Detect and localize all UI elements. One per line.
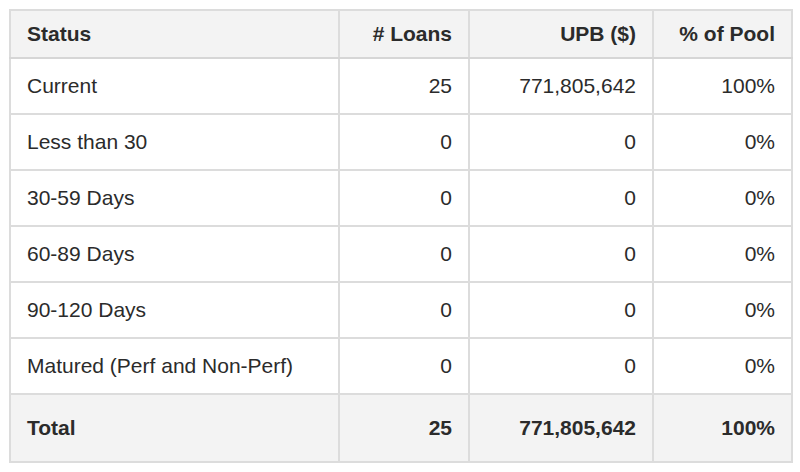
cell-pct-of-pool: 0% <box>653 338 792 394</box>
table-footer: Total 25 771,805,642 100% <box>10 394 792 462</box>
cell-upb: 0 <box>469 170 653 226</box>
column-header-pct-of-pool: % of Pool <box>653 10 792 58</box>
cell-status: 60-89 Days <box>10 226 339 282</box>
cell-upb: 771,805,642 <box>469 58 653 114</box>
header-row: Status # Loans UPB ($) % of Pool <box>10 10 792 58</box>
cell-pct-of-pool: 0% <box>653 114 792 170</box>
cell-total-upb: 771,805,642 <box>469 394 653 462</box>
cell-upb: 0 <box>469 114 653 170</box>
cell-upb: 0 <box>469 282 653 338</box>
table-row-30-59-days: 30-59 Days 0 0 0% <box>10 170 792 226</box>
cell-total-pct-of-pool: 100% <box>653 394 792 462</box>
cell-num-loans: 0 <box>339 170 469 226</box>
cell-status: Less than 30 <box>10 114 339 170</box>
cell-pct-of-pool: 0% <box>653 282 792 338</box>
cell-total-num-loans: 25 <box>339 394 469 462</box>
column-header-num-loans: # Loans <box>339 10 469 58</box>
cell-status: Current <box>10 58 339 114</box>
table-row-90-120-days: 90-120 Days 0 0 0% <box>10 282 792 338</box>
page: Status # Loans UPB ($) % of Pool Current… <box>0 0 800 463</box>
cell-num-loans: 0 <box>339 114 469 170</box>
table-row-total: Total 25 771,805,642 100% <box>10 394 792 462</box>
table-row-matured: Matured (Perf and Non-Perf) 0 0 0% <box>10 338 792 394</box>
cell-num-loans: 25 <box>339 58 469 114</box>
table-row-less-than-30: Less than 30 0 0 0% <box>10 114 792 170</box>
table-row-60-89-days: 60-89 Days 0 0 0% <box>10 226 792 282</box>
cell-num-loans: 0 <box>339 282 469 338</box>
cell-num-loans: 0 <box>339 226 469 282</box>
cell-total-label: Total <box>10 394 339 462</box>
loan-status-table: Status # Loans UPB ($) % of Pool Current… <box>9 9 793 463</box>
table-header: Status # Loans UPB ($) % of Pool <box>10 10 792 58</box>
cell-upb: 0 <box>469 226 653 282</box>
cell-upb: 0 <box>469 338 653 394</box>
cell-num-loans: 0 <box>339 338 469 394</box>
column-header-upb: UPB ($) <box>469 10 653 58</box>
cell-pct-of-pool: 100% <box>653 58 792 114</box>
cell-status: Matured (Perf and Non-Perf) <box>10 338 339 394</box>
table-body: Current 25 771,805,642 100% Less than 30… <box>10 58 792 394</box>
cell-status: 30-59 Days <box>10 170 339 226</box>
column-header-status: Status <box>10 10 339 58</box>
cell-status: 90-120 Days <box>10 282 339 338</box>
cell-pct-of-pool: 0% <box>653 170 792 226</box>
table-row-current: Current 25 771,805,642 100% <box>10 58 792 114</box>
cell-pct-of-pool: 0% <box>653 226 792 282</box>
